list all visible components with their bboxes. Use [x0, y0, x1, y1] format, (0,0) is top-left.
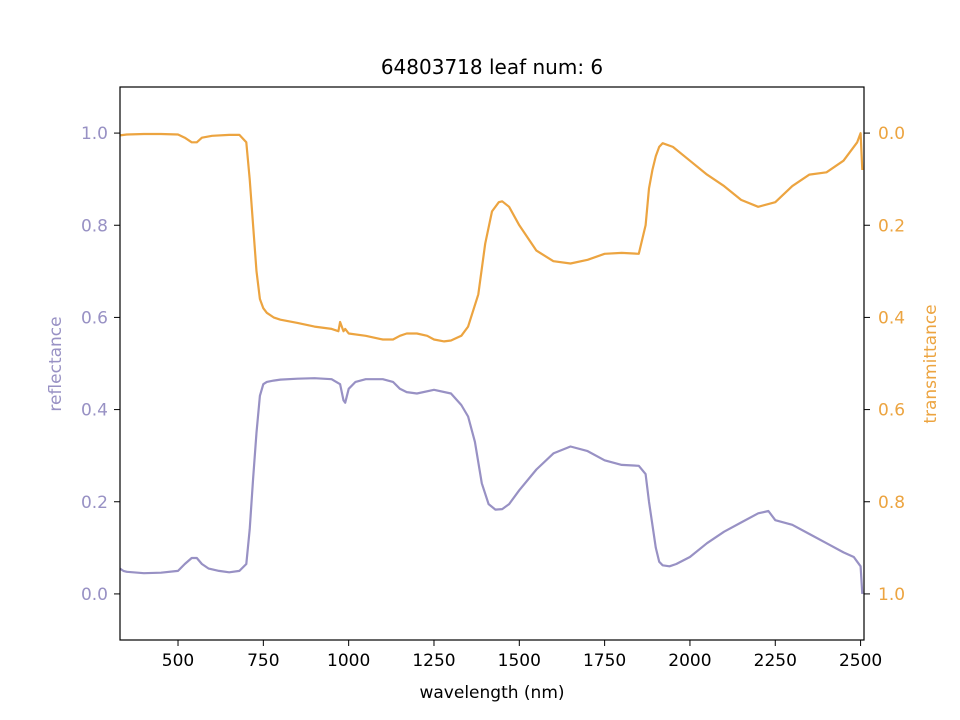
y-right-tick-label: 0.8 [878, 493, 905, 513]
x-axis-label: wavelength (nm) [419, 683, 564, 703]
x-tick-label: 2250 [754, 651, 797, 671]
x-tick-label: 2000 [668, 651, 711, 671]
y-right-tick-label: 0.0 [878, 124, 905, 144]
y-axis-left: 0.0 0.2 0.4 0.6 0.8 1.0 [81, 124, 120, 605]
y-axis-right: 0.0 0.2 0.4 0.6 0.8 1.0 [864, 124, 905, 605]
x-axis: 500 750 1000 1250 1500 1750 2000 2250 2500 [162, 640, 882, 671]
x-tick-label: 2500 [839, 651, 882, 671]
x-tick-label: 1250 [412, 651, 455, 671]
y-axis-right-label: transmittance [921, 304, 941, 423]
y-left-tick-label: 1.0 [81, 124, 108, 144]
x-tick-label: 750 [247, 651, 279, 671]
x-tick-label: 1500 [498, 651, 541, 671]
x-tick-label: 1000 [327, 651, 370, 671]
y-left-tick-label: 0.4 [81, 401, 108, 421]
transmittance-line [119, 132, 864, 343]
y-right-tick-label: 0.4 [878, 308, 905, 328]
y-right-tick-label: 1.0 [878, 585, 905, 605]
x-tick-label: 500 [162, 651, 194, 671]
y-axis-left-label: reflectance [46, 316, 66, 411]
y-left-tick-label: 0.8 [81, 216, 108, 236]
y-right-tick-label: 0.6 [878, 401, 905, 421]
y-left-tick-label: 0.6 [81, 308, 108, 328]
y-left-tick-label: 0.2 [81, 493, 108, 513]
y-right-tick-label: 0.2 [878, 216, 905, 236]
plot-frame [119, 86, 865, 641]
x-tick-label: 1750 [583, 651, 626, 671]
series-layer [119, 132, 864, 594]
y-left-tick-label: 0.0 [81, 585, 108, 605]
chart-title: 64803718 leaf num: 6 [381, 55, 603, 79]
reflectance-line [119, 377, 864, 594]
